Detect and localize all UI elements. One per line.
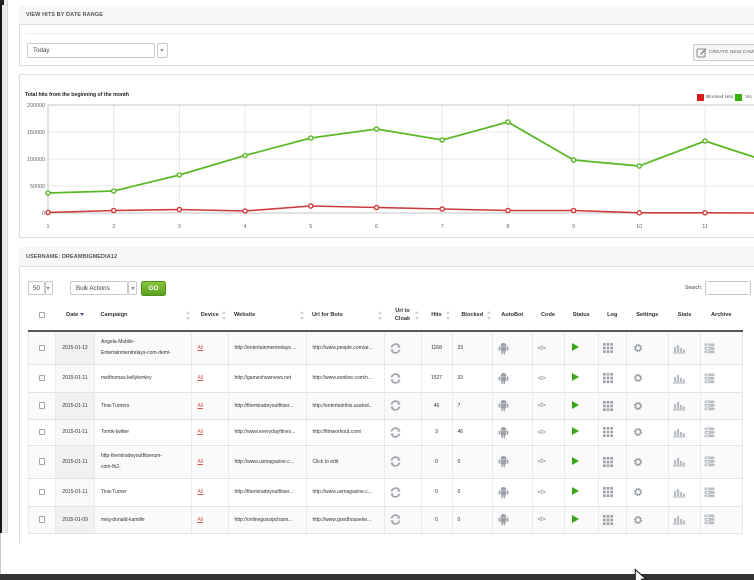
svg-text:5: 5 bbox=[309, 224, 312, 230]
svg-text:1: 1 bbox=[47, 224, 50, 230]
svg-text:100000: 100000 bbox=[27, 157, 45, 163]
svg-text:150000: 150000 bbox=[27, 130, 45, 136]
svg-text:2: 2 bbox=[112, 224, 115, 230]
svg-text:10: 10 bbox=[636, 224, 642, 230]
svg-text:9: 9 bbox=[572, 224, 575, 230]
svg-text:6: 6 bbox=[375, 224, 378, 230]
svg-text:7: 7 bbox=[441, 224, 444, 230]
svg-text:50000: 50000 bbox=[30, 184, 45, 190]
svg-text:0: 0 bbox=[42, 211, 45, 217]
svg-text:200000: 200000 bbox=[27, 103, 45, 109]
svg-text:4: 4 bbox=[244, 224, 247, 230]
svg-text:3: 3 bbox=[178, 224, 181, 230]
svg-text:8: 8 bbox=[506, 224, 509, 230]
svg-text:11: 11 bbox=[702, 224, 708, 230]
